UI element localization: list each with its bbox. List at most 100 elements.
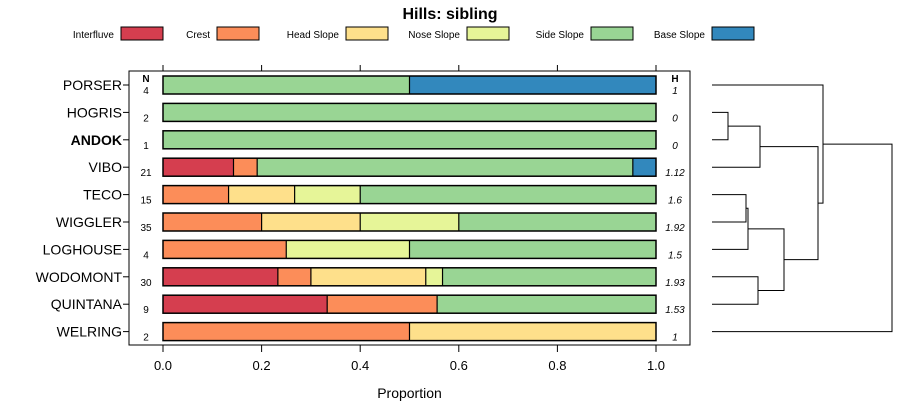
h-value: 1.53: [665, 305, 685, 316]
row-welring: WELRING 2 1: [57, 321, 678, 344]
bar-segment-nose-slope: [425, 267, 443, 286]
n-value: 4: [143, 250, 149, 261]
h-value: 1.92: [665, 223, 685, 234]
bar-segment-side-slope: [458, 213, 656, 231]
row-label: TECO: [83, 187, 122, 203]
legend-swatch-base-slope: [711, 26, 755, 41]
top-axis-ticks: [162, 65, 657, 71]
h-value: 0: [672, 113, 678, 124]
plot-frame: [128, 70, 691, 346]
n-value: 2: [143, 113, 149, 124]
legend-label-head-slope: Head Slope: [287, 30, 340, 41]
bar-outline: [162, 157, 657, 177]
n-column-header: N: [142, 74, 149, 85]
x-tick-label-0: 0.0: [154, 358, 172, 373]
row-label: WODOMONT: [36, 269, 123, 285]
bar-segment-base-slope: [632, 158, 656, 177]
h-value: 1.5: [668, 250, 682, 261]
legend-swatch-crest: [216, 26, 260, 41]
dendro-root: [712, 143, 893, 333]
bar-segment-base-slope: [409, 76, 656, 94]
bar-segment-interfluve: [163, 267, 278, 286]
legend-label-base-slope: Base Slope: [654, 30, 706, 41]
h-value: 1.12: [665, 168, 685, 179]
bar-segment-side-slope: [437, 295, 656, 314]
h-value: 1: [672, 333, 678, 344]
row-label: WELRING: [57, 324, 122, 340]
bar-segment-head-slope: [310, 267, 426, 286]
bar-outline: [162, 75, 657, 95]
legend-label-side-slope: Side Slope: [536, 30, 585, 41]
row-teco: TECO 15 1.6: [83, 184, 682, 207]
bar-segment-crest: [277, 267, 311, 286]
bar-outline: [162, 130, 657, 150]
n-value: 1: [143, 141, 149, 152]
bar-outline: [162, 212, 657, 232]
dendrogram: [712, 84, 893, 333]
bar-segment-side-slope: [163, 103, 656, 122]
bar-segment-crest: [163, 185, 229, 204]
bar-segment-side-slope: [163, 76, 410, 94]
legend-swatch-nose-slope: [466, 26, 510, 41]
bar-outline: [162, 267, 657, 287]
row-label: ANDOK: [71, 132, 122, 148]
n-value: 15: [140, 196, 152, 207]
bar-segment-crest: [233, 158, 258, 177]
bar-segment-head-slope: [409, 322, 656, 341]
row-label: WIGGLER: [56, 214, 122, 230]
n-value: 2: [143, 333, 149, 344]
row-label: LOGHOUSE: [43, 241, 122, 257]
bar-segment-interfluve: [163, 295, 328, 314]
bar-segment-head-slope: [261, 213, 361, 231]
bar-outline: [162, 239, 657, 260]
legend-label-nose-slope: Nose Slope: [408, 30, 460, 41]
row-porser: PORSER 4 1: [63, 75, 678, 97]
dendro-wodomont-quintana: [712, 276, 759, 305]
bar-outline: [162, 321, 657, 342]
dendro-join-vibo: [712, 125, 761, 168]
n-value: 35: [140, 223, 152, 234]
bar-segment-head-slope: [228, 185, 295, 204]
row-vibo: VIBO 21 1.12: [89, 157, 685, 179]
bar-segment-crest: [163, 240, 287, 259]
bar-outline: [162, 294, 657, 314]
bar-segment-interfluve: [163, 158, 234, 177]
bar-segment-side-slope: [163, 130, 656, 149]
dendro-join-porser: [712, 84, 824, 204]
n-value: 9: [143, 305, 149, 316]
bar-outline: [162, 184, 657, 205]
legend-swatch-head-slope: [345, 26, 389, 41]
x-tick-label-5: 1.0: [647, 358, 665, 373]
dendro-join-upper: [760, 146, 819, 261]
bar-segment-nose-slope: [286, 240, 410, 259]
dendro-middle-cluster: [748, 228, 785, 291]
h-value: 1.6: [668, 196, 682, 207]
bar-outline: [162, 102, 657, 123]
h-value: 1: [672, 86, 678, 97]
bar-segment-side-slope: [409, 240, 656, 259]
row-hogris: HOGRIS 2 0: [67, 102, 678, 124]
row-label: HOGRIS: [67, 104, 122, 120]
legend-label-crest: Crest: [186, 30, 210, 41]
row-andok: ANDOK 1 0: [71, 130, 678, 152]
bar-segment-nose-slope: [360, 213, 459, 231]
x-axis-label: Proportion: [377, 385, 442, 401]
bar-segment-side-slope: [442, 267, 656, 286]
chart-title: Hills: sibling: [402, 6, 497, 23]
dendro-join-loghouse: [712, 207, 749, 250]
legend: Interfluve Crest Head Slope Nose Slope Side …: [73, 26, 755, 41]
row-label: PORSER: [63, 77, 122, 93]
x-tick-label-4: 0.8: [548, 358, 566, 373]
n-value: 21: [140, 168, 152, 179]
dendro-teco-wiggler: [712, 194, 747, 223]
n-value: 4: [143, 86, 149, 97]
bar-segment-crest: [163, 213, 262, 231]
h-value: 0: [672, 141, 678, 152]
legend-swatch-side-slope: [590, 26, 634, 41]
row-wiggler: WIGGLER 35 1.92: [56, 212, 685, 234]
dendro-hogris-andok: [712, 111, 729, 141]
bar-segment-nose-slope: [294, 185, 361, 204]
bar-segment-side-slope: [360, 185, 656, 204]
